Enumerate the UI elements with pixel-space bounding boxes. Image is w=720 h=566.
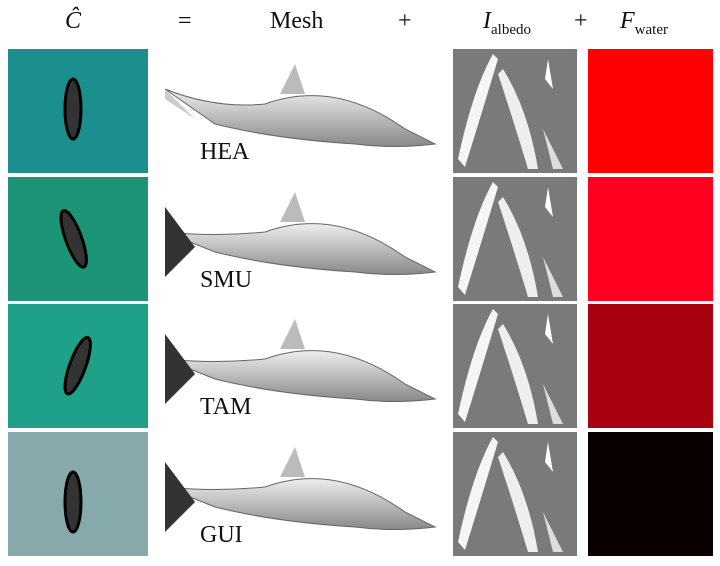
- input-photo: [8, 304, 148, 428]
- dolphin-mesh: [155, 304, 445, 428]
- water-color-swatch: [588, 432, 713, 556]
- dolphin-mesh: [155, 432, 445, 556]
- water-color-swatch: [588, 304, 713, 428]
- species-label: HEA: [200, 139, 250, 165]
- albedo-header: Ialbedo: [483, 8, 531, 38]
- dolphin-silhouette: [63, 470, 83, 534]
- dolphin-mesh: [155, 177, 445, 301]
- albedo-texture: [453, 304, 577, 428]
- input-photo: [8, 432, 148, 556]
- water-color-swatch: [588, 49, 713, 173]
- c-hat-header: Ĉ: [65, 8, 82, 34]
- water-color-swatch: [588, 177, 713, 301]
- input-photo: [8, 49, 148, 173]
- species-label: GUI: [200, 522, 243, 548]
- dolphin-silhouette: [63, 77, 83, 141]
- mesh-header: Mesh: [270, 8, 324, 34]
- plus-sign: +: [574, 8, 588, 34]
- albedo-texture: [453, 432, 577, 556]
- albedo-texture: [453, 49, 577, 173]
- input-photo: [8, 177, 148, 301]
- albedo-texture: [453, 177, 577, 301]
- water-header: Fwater: [620, 8, 668, 38]
- dolphin-silhouette: [63, 335, 92, 396]
- dolphin-mesh: [155, 49, 445, 173]
- equals-sign: =: [178, 8, 192, 34]
- species-label: SMU: [200, 267, 253, 293]
- plus-sign: +: [398, 8, 412, 34]
- species-label: TAM: [200, 394, 252, 420]
- dolphin-silhouette: [59, 209, 88, 269]
